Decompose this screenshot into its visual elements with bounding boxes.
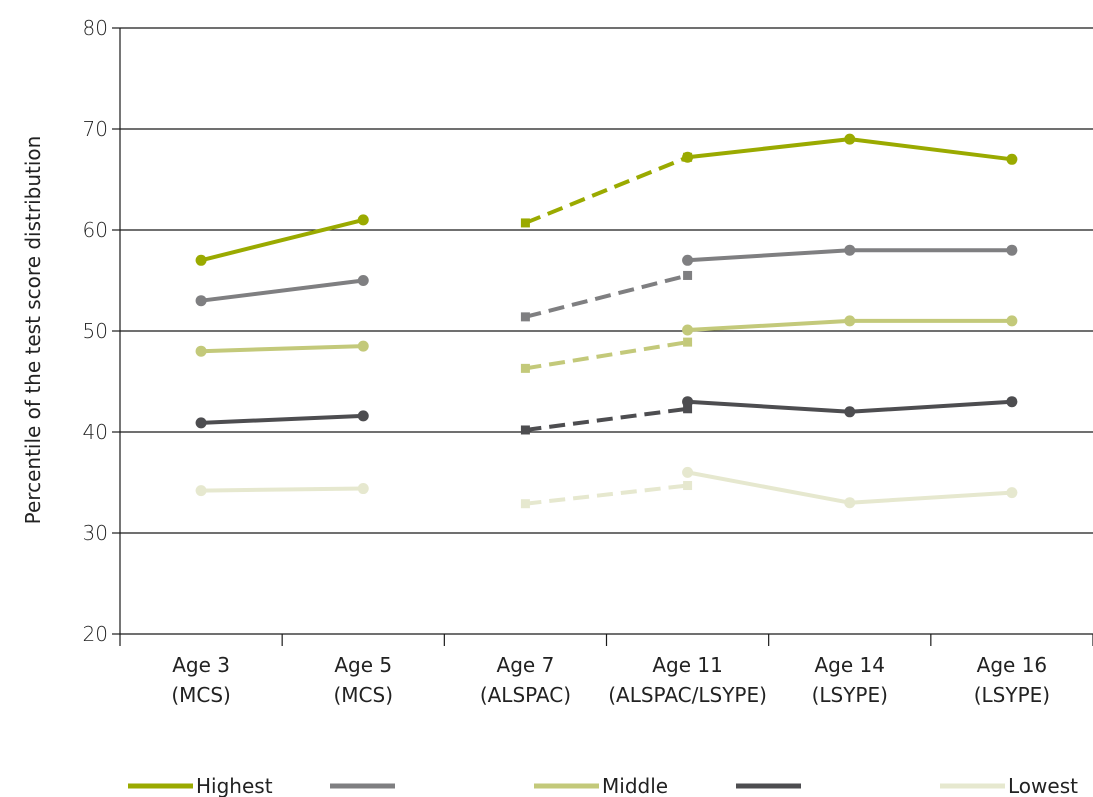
x-tick-label-line: (MCS)	[171, 683, 231, 707]
series-unlabeled	[195, 396, 1018, 435]
x-tick-label: Age 16 (LSYPE)	[974, 653, 1050, 707]
legend-label: Highest	[196, 774, 273, 797]
data-point	[195, 485, 207, 497]
x-tick-label-line: (LSYPE)	[974, 683, 1050, 707]
solid-segment	[200, 413, 364, 425]
data-point	[357, 340, 369, 352]
gridlines	[112, 27, 1093, 635]
data-point	[357, 214, 369, 226]
series-lines	[195, 133, 1018, 509]
data-point	[682, 254, 694, 266]
y-tick-labels: 20 30 40 50 60 70 80	[83, 16, 108, 646]
y-tick-label: 50	[83, 319, 108, 343]
data-point-square	[520, 363, 530, 373]
x-tick-labels: Age 3 (MCS) Age 5 (MCS) Age 7 (ALSPAC) Age 11 (…	[171, 653, 1050, 707]
y-tick-label: 80	[83, 16, 108, 40]
data-point	[682, 151, 694, 163]
x-tick-label: Age 11 (ALSPAC/LSYPE)	[608, 653, 767, 707]
data-point-square	[683, 481, 693, 491]
x-tick-label: Age 3 (MCS)	[171, 653, 231, 707]
y-tick-label: 60	[83, 218, 108, 242]
data-point	[1006, 487, 1018, 499]
dashed-segment	[524, 155, 689, 225]
dashed-segment	[525, 406, 688, 432]
y-axis-label: Percentile of the test score distributio…	[21, 136, 45, 525]
data-point	[195, 254, 207, 266]
data-point	[682, 466, 694, 478]
x-tick-label: Age 5 (MCS)	[333, 653, 393, 707]
x-tick-label-line: Age 7	[497, 653, 555, 677]
data-point	[1006, 315, 1018, 327]
x-tick-label: Age 7 (ALSPAC)	[480, 653, 571, 707]
data-point	[195, 345, 207, 357]
solid-segment	[200, 278, 364, 303]
data-point	[1006, 244, 1018, 256]
data-point	[844, 406, 856, 418]
data-point	[195, 295, 207, 307]
data-point	[844, 244, 856, 256]
y-tick-label: 20	[83, 622, 108, 646]
legend: Highest Middle Lowest	[128, 774, 1078, 797]
series-unlabeled	[195, 244, 1018, 322]
x-tick-label-line: (ALSPAC/LSYPE)	[608, 683, 767, 707]
series-highest	[195, 133, 1018, 266]
y-tick-label: 70	[83, 117, 108, 141]
x-tick-label-line: (ALSPAC)	[480, 683, 571, 707]
data-point-square	[520, 218, 530, 228]
data-point	[195, 417, 207, 429]
data-point	[844, 133, 856, 145]
data-point-square	[683, 337, 693, 347]
series-middle	[195, 315, 1018, 373]
data-point	[844, 315, 856, 327]
x-tick-label-line: (MCS)	[333, 683, 393, 707]
data-point-square	[683, 270, 693, 280]
dashed-segment	[525, 483, 688, 506]
x-tick-label-line: Age 16	[977, 653, 1048, 677]
data-point	[682, 396, 694, 408]
solid-segment	[200, 217, 364, 263]
data-point-square	[520, 499, 530, 509]
y-tick-label: 30	[83, 521, 108, 545]
x-tick-label-line: Age 14	[815, 653, 886, 677]
data-point	[1006, 396, 1018, 408]
data-point	[682, 324, 694, 336]
solid-segment	[201, 486, 364, 493]
data-point-square	[520, 312, 530, 322]
legend-label: Lowest	[1008, 774, 1078, 797]
data-point	[844, 497, 856, 509]
x-tick-label-line: (LSYPE)	[812, 683, 888, 707]
data-point	[357, 410, 369, 422]
solid-segment	[201, 344, 364, 354]
dashed-segment	[525, 340, 688, 371]
data-point	[357, 275, 369, 286]
x-tick-label-line: Age 3	[172, 653, 230, 677]
legend-label: Middle	[602, 774, 668, 797]
series-lowest	[195, 466, 1018, 509]
data-point	[1006, 153, 1018, 165]
x-tick-label-line: Age 11	[652, 653, 723, 677]
data-point-square	[520, 425, 530, 435]
data-point-square	[683, 404, 693, 414]
x-tick-label: Age 14 (LSYPE)	[812, 653, 888, 707]
axes	[119, 28, 1093, 646]
data-point	[357, 483, 369, 495]
dashed-segment	[524, 273, 689, 319]
x-tick-label-line: Age 5	[334, 653, 392, 677]
y-tick-label: 40	[83, 420, 108, 444]
